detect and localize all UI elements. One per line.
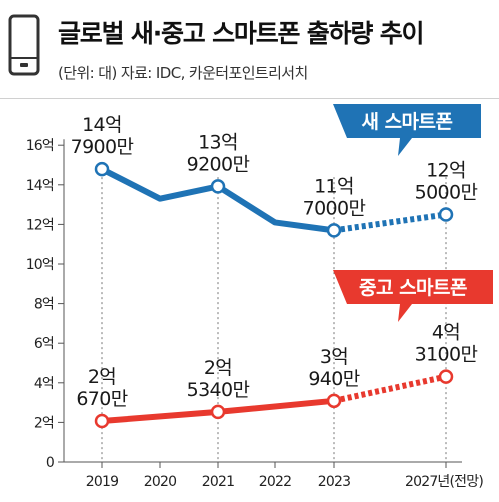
x-tick-label: 2020	[144, 474, 176, 490]
title-divider	[0, 98, 499, 99]
data-label: 14억	[82, 114, 122, 136]
legend-label-0: 새 스마트폰	[361, 111, 452, 133]
data-point-marker	[94, 161, 110, 177]
data-point-marker	[438, 369, 454, 384]
x-tick-label: 2023	[318, 474, 350, 490]
data-label: 3억	[320, 346, 348, 368]
y-tick-label: 6억	[34, 336, 54, 352]
data-label: 4억	[432, 322, 460, 344]
data-point-marker	[326, 223, 342, 238]
data-point-marker	[210, 179, 226, 194]
y-tick-label: 0	[46, 455, 54, 471]
data-label: 7000만	[303, 197, 366, 219]
y-tick-label: 8억	[34, 297, 54, 313]
data-label: 5340만	[187, 379, 250, 401]
smartphone-icon	[8, 14, 40, 76]
data-label: 940만	[308, 368, 359, 390]
y-tick-label: 12억	[26, 217, 54, 233]
data-point-marker	[326, 393, 342, 409]
data-point-marker	[94, 413, 110, 429]
data-label: 12억	[426, 160, 466, 182]
x-tick-label: 2022	[259, 474, 291, 490]
x-tick-label: 2019	[86, 474, 118, 490]
data-label: 9200만	[187, 153, 250, 175]
chart-title: 글로벌 새·중고 스마트폰 출하량 추이	[58, 19, 425, 48]
y-tick-label: 16억	[26, 138, 54, 154]
y-tick-label: 14억	[26, 178, 54, 194]
data-label: 5000만	[415, 182, 478, 204]
data-label: 2억	[204, 357, 232, 379]
data-point-marker	[438, 207, 454, 222]
y-tick-label: 10억	[26, 257, 54, 273]
series-forecast-line-1	[333, 373, 447, 404]
x-tick-label: 2021	[202, 474, 234, 490]
legend-badge-0	[333, 104, 481, 156]
data-point-marker	[210, 404, 226, 420]
y-tick-label: 4억	[34, 376, 54, 392]
data-label: 11억	[314, 175, 354, 197]
x-tick-label: 2027년(전망)	[405, 474, 483, 490]
data-label: 670만	[76, 388, 127, 410]
y-tick-label: 2억	[34, 415, 54, 431]
data-label: 7900만	[71, 136, 134, 158]
data-label: 3100만	[415, 344, 478, 366]
line-chart: 0 2억 4억 6억 8억 10억 12억 14억 16억 2019 2020 2021 2022 202…	[26, 104, 493, 490]
series-forecast-line-0	[333, 211, 447, 234]
legend-badge-1	[333, 270, 493, 322]
chart-source: (단위: 대) 자료: IDC, 카운터포인트리서치	[58, 64, 308, 82]
data-label: 2억	[88, 366, 116, 388]
data-label: 13억	[198, 131, 238, 153]
chart-header: 글로벌 새·중고 스마트폰 출하량 추이 (단위: 대) 자료: IDC, 카운…	[0, 0, 499, 100]
legend-label-1: 중고 스마트폰	[359, 277, 467, 299]
